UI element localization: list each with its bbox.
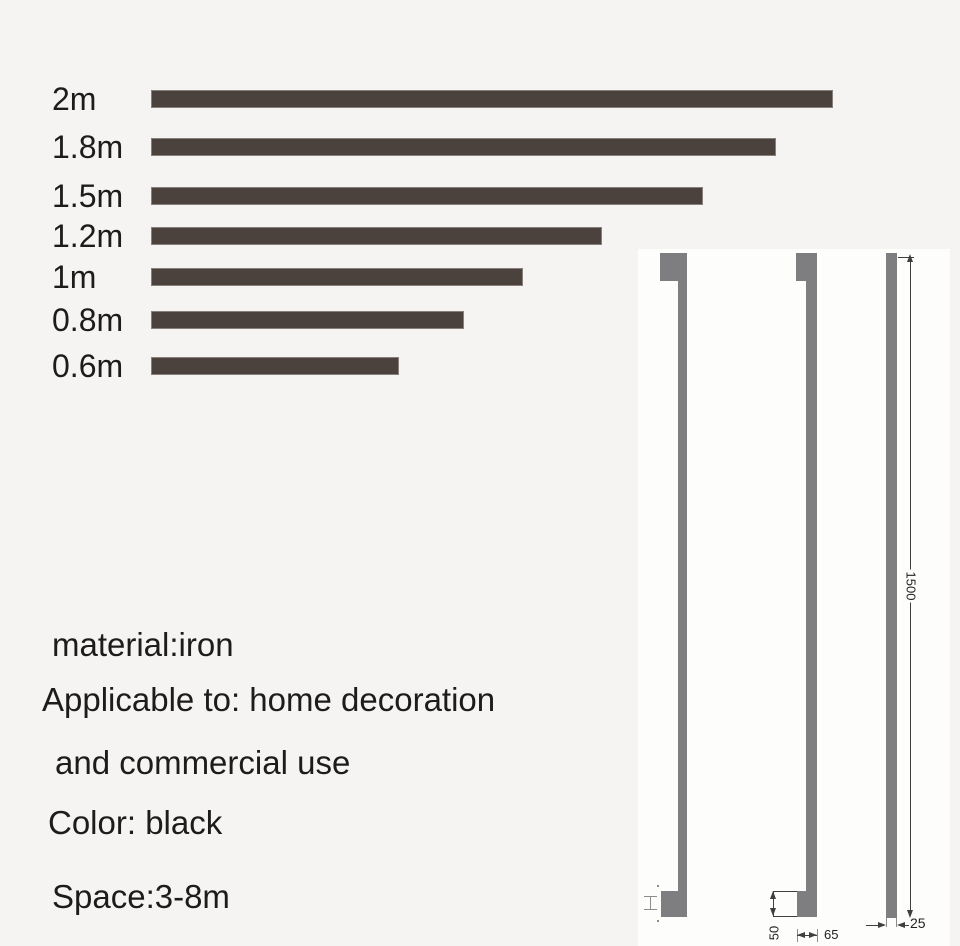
profile1-stem — [678, 253, 687, 917]
size-label: 2m — [52, 81, 97, 117]
size-row-0-8m: 0.8m — [0, 304, 960, 336]
profile2-stem — [806, 253, 817, 917]
size-label: 1.2m — [52, 218, 124, 254]
dim25-tick — [886, 918, 887, 927]
size-bar — [152, 188, 702, 204]
profile1-bracket-tick — [644, 896, 657, 897]
spec-applicable-2: and commercial use — [55, 744, 351, 781]
dim65-arrow-right-icon — [809, 932, 817, 938]
dim50-arrow-down-icon — [770, 908, 776, 916]
dim65-tick — [817, 929, 818, 942]
spec-material: material:iron — [52, 626, 234, 663]
size-bar — [152, 269, 522, 285]
dim-label-foot-width: 65 — [824, 927, 839, 942]
spec-color: Color: black — [48, 804, 223, 841]
profile2-foot — [797, 891, 817, 917]
dim-label-bar-width: 25 — [910, 915, 926, 931]
size-label: 1.8m — [52, 129, 124, 165]
size-row-1-2m: 1.2m — [0, 220, 960, 252]
profile1-mark — [657, 885, 659, 887]
size-row-1-5m: 1.5m — [0, 180, 960, 212]
profile1-mark — [657, 920, 659, 922]
diagram-panel — [638, 249, 950, 946]
dim50-ext-top — [773, 891, 797, 892]
size-bar — [152, 91, 832, 107]
dim50-arrow-up-icon — [770, 891, 776, 899]
size-bar — [152, 228, 601, 244]
profile1-foot — [661, 891, 687, 917]
dim25-tick — [896, 918, 897, 927]
dim25-line-left — [866, 925, 884, 926]
dim50-ext-bottom — [773, 916, 797, 917]
size-bar — [152, 312, 463, 328]
dim1500-arrow-down-icon — [907, 910, 913, 918]
size-row-0-6m: 0.6m — [0, 350, 960, 382]
size-bar — [152, 139, 775, 155]
dim65-arrow-left-icon — [797, 932, 805, 938]
profile1-bracket-tick — [644, 909, 657, 910]
dim25-line-right — [901, 925, 909, 926]
spec-space: Space:3-8m — [52, 878, 230, 915]
dim-label-foot-height: 50 — [766, 923, 782, 943]
profile3-bar — [886, 253, 897, 918]
dim1500-arrow-up-icon — [907, 254, 913, 262]
size-row-1-8m: 1.8m — [0, 131, 960, 163]
size-label: 1.5m — [52, 178, 124, 214]
size-row-1m: 1m — [0, 261, 960, 293]
size-label: 0.6m — [52, 348, 124, 384]
dim65-line — [797, 935, 817, 936]
dim1500-ext-top — [898, 257, 914, 258]
spec-applicable-1: Applicable to: home decoration — [42, 681, 496, 718]
dim25-arrow-right-icon — [878, 922, 886, 928]
profile1-bracket-line — [650, 896, 651, 910]
dim25-arrow-left-icon — [897, 922, 905, 928]
size-label: 1m — [52, 259, 97, 295]
dim50-line — [773, 892, 774, 916]
size-label: 0.8m — [52, 302, 124, 338]
size-bar — [152, 358, 398, 374]
dim-label-height: 1500 — [903, 569, 919, 603]
size-row-2m: 2m — [0, 83, 960, 115]
